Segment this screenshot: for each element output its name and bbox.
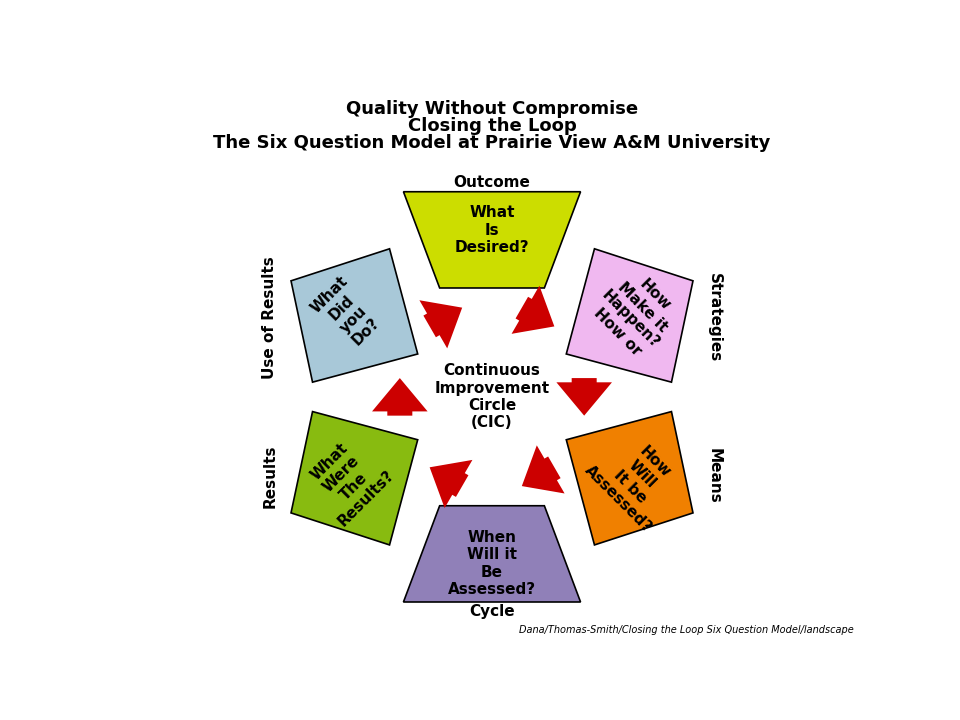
Text: Results: Results	[262, 444, 277, 508]
Text: The Six Question Model at Prairie View A&M University: The Six Question Model at Prairie View A…	[213, 134, 771, 152]
Text: Use of Results: Use of Results	[262, 256, 277, 379]
Text: Dana/Thomas-Smith/Closing the Loop Six Question Model/landscape: Dana/Thomas-Smith/Closing the Loop Six Q…	[519, 625, 853, 634]
Polygon shape	[403, 505, 581, 602]
Text: Quality Without Compromise: Quality Without Compromise	[346, 100, 638, 118]
Text: How
Will
It be
Assessed?: How Will It be Assessed?	[582, 426, 691, 535]
Text: Closing the Loop: Closing the Loop	[408, 117, 576, 135]
Text: Strategies: Strategies	[707, 273, 722, 362]
Polygon shape	[566, 412, 693, 545]
Polygon shape	[403, 192, 581, 288]
Text: Outcome: Outcome	[453, 175, 531, 190]
Polygon shape	[566, 249, 693, 382]
Polygon shape	[291, 412, 418, 545]
Polygon shape	[429, 324, 555, 470]
Text: When
Will it
Be
Assessed?: When Will it Be Assessed?	[448, 530, 536, 597]
Text: How
Make it
Happen?
How or: How Make it Happen? How or	[586, 264, 686, 364]
Polygon shape	[429, 324, 555, 470]
Text: Cycle: Cycle	[469, 603, 515, 618]
Text: Means: Means	[707, 449, 722, 504]
Text: What
Did
you
Do?: What Did you Do?	[308, 274, 388, 354]
Polygon shape	[291, 249, 418, 382]
Text: What
Is
Desired?: What Is Desired?	[455, 205, 529, 255]
Text: What
Were
The
Results?: What Were The Results?	[299, 431, 397, 529]
Text: Continuous
Improvement
Circle
(CIC): Continuous Improvement Circle (CIC)	[435, 364, 549, 431]
